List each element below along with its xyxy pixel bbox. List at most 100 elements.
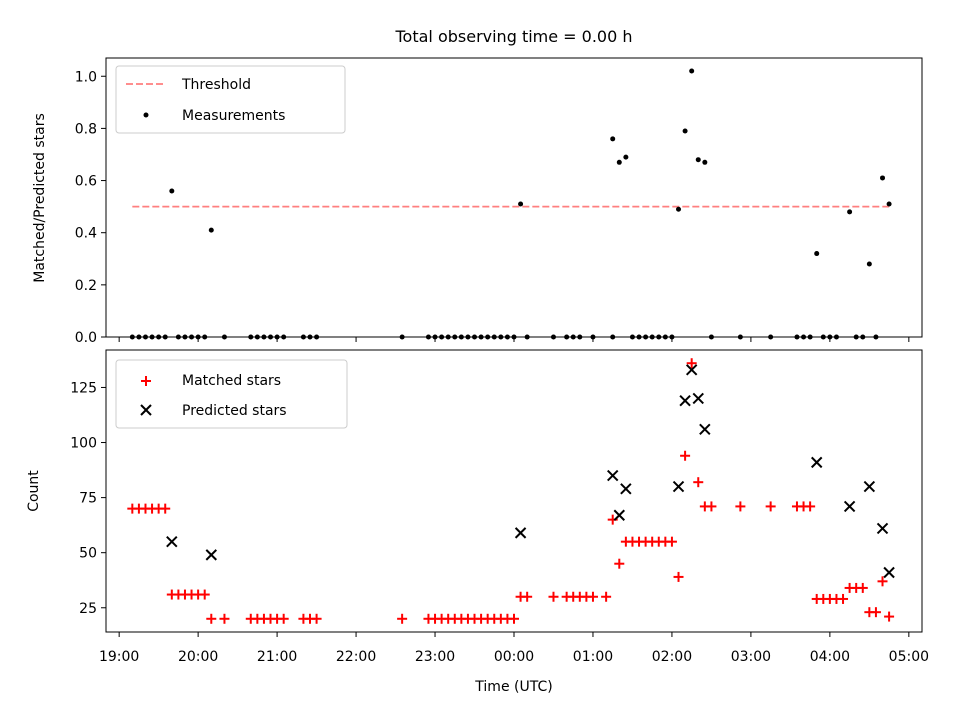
matched-star-point [686, 358, 697, 369]
bottom-x-axis-label: Time (UTC) [474, 679, 552, 695]
bottom-panel: 25 50 75 100 125 19:00 20:00 21:00 22:00 23:00 00… [26, 349, 929, 695]
top-y-tick-label: 0.8 [75, 121, 97, 137]
matched-star-point [765, 501, 776, 512]
predicted-star-point [883, 566, 895, 579]
legend-matched-swatch [141, 376, 151, 386]
top-y-tick-label: 1.0 [75, 69, 97, 85]
predicted-star-point [607, 469, 619, 482]
predicted-star-point [672, 480, 685, 493]
predicted-star-point [699, 423, 711, 436]
bottom-y-axis-label: Count [26, 470, 42, 512]
matched-star-point [278, 613, 289, 624]
bottom-x-tick-label: 00:00 [494, 649, 534, 665]
bottom-y-tick-label: 50 [79, 546, 97, 562]
matched-star-point [673, 571, 684, 582]
legend-measurements-label: Measurements [182, 108, 285, 124]
bottom-x-tick-label: 19:00 [99, 649, 139, 665]
measurement-point [814, 251, 820, 257]
top-legend-box [115, 65, 346, 134]
matched-star-point [509, 613, 519, 624]
predicted-stars-points [166, 364, 895, 579]
bottom-y-tick-label: 100 [70, 436, 97, 452]
measurement-point [695, 157, 701, 163]
bottom-x-tick-label: 20:00 [178, 649, 218, 665]
matched-star-point [735, 501, 746, 512]
matched-star-point [666, 536, 677, 547]
matched-star-point [614, 558, 625, 569]
matched-star-point [219, 613, 230, 624]
top-y-tick-label: 0.6 [75, 174, 97, 190]
measurement-point [623, 154, 629, 160]
measurement-point [886, 201, 892, 207]
matched-star-point [857, 582, 868, 593]
measurement-point [676, 206, 682, 212]
measurement-point [702, 159, 708, 165]
matched-star-point [693, 477, 704, 488]
bottom-legend-box [115, 359, 348, 429]
predicted-star-point [692, 392, 704, 405]
matched-star-point [870, 607, 881, 618]
measurement-point [847, 209, 853, 215]
measurement-point [616, 159, 622, 165]
measurement-point [208, 227, 214, 233]
bottom-y-ticks: 25 50 75 100 125 [70, 380, 106, 617]
predicted-star-point [166, 535, 178, 548]
measurement-point [880, 175, 886, 181]
top-y-tick-label: 0.2 [75, 278, 97, 294]
matched-star-point [206, 613, 217, 624]
top-y-axis-label: Matched/Predicted stars [32, 113, 48, 283]
legend-threshold-label: Threshold [181, 77, 251, 93]
bottom-x-tick-label: 21:00 [257, 649, 297, 665]
matched-star-point [838, 593, 849, 604]
top-panel: Total observing time = 0.00 h 0.00.20.40… [32, 27, 923, 346]
bottom-x-tick-label: 22:00 [336, 649, 376, 665]
predicted-star-point [514, 527, 527, 539]
top-y-ticks: 0.0 0.2 0.4 0.6 0.8 1.0 [75, 69, 106, 346]
bottom-axes-frame [105, 349, 923, 633]
bottom-x-tick-label: 04:00 [810, 649, 850, 665]
predicted-star-point [679, 394, 691, 407]
predicted-star-point [205, 549, 217, 561]
matched-star-point [680, 450, 691, 461]
predicted-star-point [620, 483, 632, 495]
matched-star-point [548, 591, 559, 602]
predicted-star-point [863, 480, 876, 493]
matched-stars-points [127, 358, 895, 624]
measurement-point [518, 201, 524, 207]
matched-star-point [706, 501, 717, 512]
top-title: Total observing time = 0.00 h [394, 27, 632, 46]
measurement-point [610, 136, 616, 142]
predicted-star-point [843, 500, 856, 513]
predicted-star-point [876, 522, 889, 535]
measurement-point [866, 261, 872, 267]
predicted-star-point [613, 509, 625, 521]
matched-star-point [601, 591, 612, 602]
measurement-point [689, 68, 695, 74]
bottom-x-tick-label: 02:00 [652, 649, 692, 665]
bottom-x-tick-label: 05:00 [889, 649, 929, 665]
matched-star-point [199, 589, 210, 600]
matched-star-point [805, 501, 816, 512]
matched-star-point [311, 613, 322, 624]
bottom-y-tick-label: 125 [70, 380, 97, 396]
top-y-tick-label: 0.0 [75, 330, 97, 346]
bottom-x-tick-label: 01:00 [573, 649, 613, 665]
bottom-x-tick-label: 03:00 [731, 649, 771, 665]
matched-star-point [884, 611, 895, 622]
top-axes-frame [105, 57, 923, 338]
measurement-point [169, 188, 175, 194]
legend-predicted-label: Predicted stars [182, 403, 287, 419]
predicted-star-point [811, 456, 823, 469]
bottom-legend: Matched stars Predicted stars [115, 359, 348, 429]
legend-matched-label: Matched stars [182, 373, 281, 389]
bottom-y-tick-label: 25 [79, 601, 97, 617]
predicted-star-point [685, 364, 698, 376]
bottom-x-tick-label: 23:00 [415, 649, 455, 665]
top-y-tick-label: 0.4 [75, 226, 97, 242]
matched-star-point [522, 591, 533, 602]
matched-star-point [587, 591, 598, 602]
matched-star-point [397, 613, 408, 624]
legend-measurements-swatch [143, 112, 149, 118]
bottom-x-ticks: 19:00 20:00 21:00 22:00 23:00 00:00 01:00 02:00… [99, 632, 929, 665]
